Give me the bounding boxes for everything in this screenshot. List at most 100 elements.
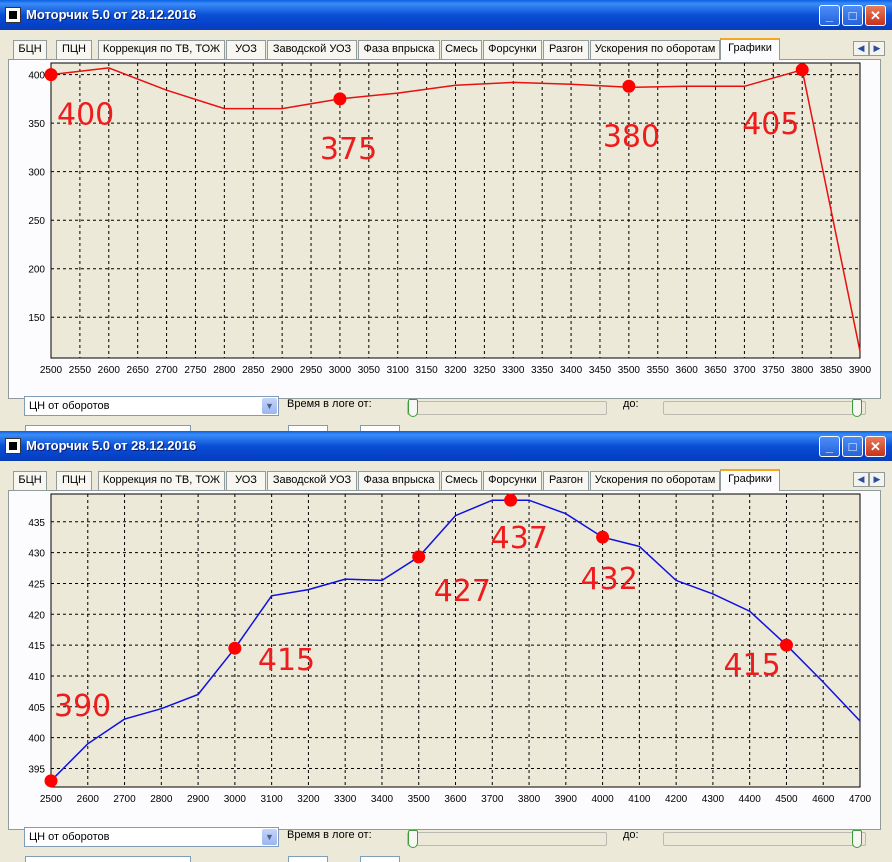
log-time-from-slider[interactable] <box>407 398 607 417</box>
marker-point <box>412 550 426 564</box>
x-tick-label: 3100 <box>387 365 410 376</box>
maximize-button[interactable]: □ <box>842 5 863 26</box>
y-tick-label: 150 <box>28 313 45 324</box>
window-title: Моторчик 5.0 от 28.12.2016 <box>26 7 197 22</box>
y-tick-label: 400 <box>28 71 45 82</box>
tab-correction[interactable]: Коррекция по ТВ, ТОЖ <box>98 40 225 59</box>
tab-bcn[interactable]: БЦН <box>13 40 47 59</box>
x-tick-label: 2850 <box>242 365 265 376</box>
tab-graphs[interactable]: Графики <box>720 38 780 60</box>
tab-factory-uoz[interactable]: Заводской УОЗ <box>267 40 357 59</box>
hidden-button[interactable] <box>25 425 191 431</box>
annotation-label: 415 <box>723 648 780 683</box>
tab-rpm-acceleration[interactable]: Ускорения по оборотам <box>590 40 720 59</box>
series-line <box>50 67 861 352</box>
x-tick-label: 2650 <box>127 365 150 376</box>
app-icon <box>5 7 21 23</box>
y-tick-label: 420 <box>28 610 45 621</box>
log-time-to-slider[interactable] <box>663 398 866 417</box>
slider-track <box>407 832 607 846</box>
log-time-to-label: до: <box>623 829 639 841</box>
series-line <box>50 499 861 782</box>
tab-acceleration[interactable]: Разгон <box>543 40 589 59</box>
x-tick-label: 4400 <box>739 794 762 805</box>
x-tick-label: 3500 <box>618 365 641 376</box>
y-tick-label: 410 <box>28 672 45 683</box>
x-tick-label: 2900 <box>271 365 294 376</box>
x-tick-label: 3650 <box>704 365 727 376</box>
x-tick-label: 3300 <box>502 365 525 376</box>
annotation-label: 405 <box>742 107 799 142</box>
title-bar[interactable]: Моторчик 5.0 от 28.12.2016 _ □ ✕ <box>0 0 892 30</box>
app-window-1: Моторчик 5.0 от 28.12.2016 _ □ ✕ БЦН ПЦН… <box>0 0 892 431</box>
tab-scroll-left-button[interactable]: ◀ <box>853 41 869 56</box>
tab-correction[interactable]: Коррекция по ТВ, ТОЖ <box>98 471 225 490</box>
graph-type-select[interactable]: ЦН от оборотов ▼ <box>24 396 279 416</box>
marker-point <box>228 641 242 655</box>
line-chart: 2500 2600 2700 2800 2900 3000 3100 3200 3300 3400… <box>28 493 872 805</box>
tab-graphs[interactable]: Графики <box>720 469 780 491</box>
y-tick-label: 430 <box>28 549 45 560</box>
annotation-label: 400 <box>57 98 114 133</box>
marker-point <box>504 493 518 507</box>
minimize-button[interactable]: _ <box>819 436 840 457</box>
tab-uoz[interactable]: УОЗ <box>226 471 266 490</box>
x-tick-label: 2500 <box>40 794 63 805</box>
x-tick-label: 2700 <box>155 365 178 376</box>
x-tick-label: 3900 <box>849 365 872 376</box>
hidden-button[interactable] <box>25 856 191 862</box>
graph-type-select[interactable]: ЦН от оборотов ▼ <box>24 827 279 847</box>
close-button[interactable]: ✕ <box>865 5 886 26</box>
log-time-to-slider[interactable] <box>663 829 866 848</box>
tab-injectors[interactable]: Форсунки <box>483 40 542 59</box>
tab-injection-phase[interactable]: Фаза впрыска <box>358 471 440 490</box>
x-tick-label: 3850 <box>820 365 843 376</box>
maximize-button[interactable]: □ <box>842 436 863 457</box>
tab-uoz[interactable]: УОЗ <box>226 40 266 59</box>
tab-scroll-right-button[interactable]: ▶ <box>869 41 885 56</box>
tab-scroll-left-button[interactable]: ◀ <box>853 472 869 487</box>
tab-pcn[interactable]: ПЦН <box>56 471 92 490</box>
x-tick-label: 2950 <box>300 365 323 376</box>
y-tick-label: 400 <box>28 734 45 745</box>
app-icon <box>5 438 21 454</box>
x-tick-label: 3450 <box>589 365 612 376</box>
hidden-field[interactable] <box>288 856 328 862</box>
hidden-field[interactable] <box>360 425 400 431</box>
slider-thumb[interactable] <box>408 830 418 848</box>
annotation-label: 380 <box>603 119 660 154</box>
slider-thumb[interactable] <box>852 830 862 848</box>
x-tick-label: 3400 <box>371 794 394 805</box>
slider-thumb[interactable] <box>852 399 862 417</box>
y-tick-label: 405 <box>28 703 45 714</box>
chevron-down-icon[interactable]: ▼ <box>262 398 277 414</box>
hidden-field[interactable] <box>360 856 400 862</box>
hidden-field[interactable] <box>288 425 328 431</box>
x-tick-label: 3600 <box>676 365 699 376</box>
chevron-down-icon[interactable]: ▼ <box>262 829 277 845</box>
tab-pcn[interactable]: ПЦН <box>56 40 92 59</box>
x-tick-label: 3550 <box>647 365 670 376</box>
title-bar[interactable]: Моторчик 5.0 от 28.12.2016 _ □ ✕ <box>0 431 892 461</box>
x-tick-label: 2500 <box>40 365 63 376</box>
slider-track <box>407 401 607 415</box>
marker-point <box>795 63 809 77</box>
tab-mixture[interactable]: Смесь <box>441 471 482 490</box>
tab-rpm-acceleration[interactable]: Ускорения по оборотам <box>590 471 720 490</box>
log-time-from-slider[interactable] <box>407 829 607 848</box>
x-tick-label: 3200 <box>444 365 467 376</box>
x-tick-label: 3800 <box>791 365 814 376</box>
tab-factory-uoz[interactable]: Заводской УОЗ <box>267 471 357 490</box>
tab-injectors[interactable]: Форсунки <box>483 471 542 490</box>
tab-bcn[interactable]: БЦН <box>13 471 47 490</box>
tab-scroll-right-button[interactable]: ▶ <box>869 472 885 487</box>
x-tick-label: 3600 <box>444 794 467 805</box>
close-button[interactable]: ✕ <box>865 436 886 457</box>
tab-injection-phase[interactable]: Фаза впрыска <box>358 40 440 59</box>
tab-mixture[interactable]: Смесь <box>441 40 482 59</box>
tab-acceleration[interactable]: Разгон <box>543 471 589 490</box>
minimize-button[interactable]: _ <box>819 5 840 26</box>
x-tick-label: 3300 <box>334 794 357 805</box>
x-tick-label: 3150 <box>415 365 438 376</box>
slider-thumb[interactable] <box>408 399 418 417</box>
